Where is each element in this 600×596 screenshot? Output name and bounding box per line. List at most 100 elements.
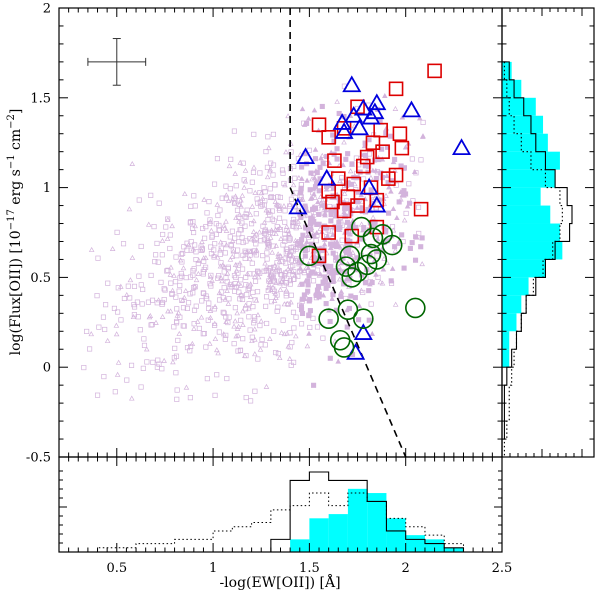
background-triangle [251,273,258,279]
y-tick-label: 1 [43,181,51,196]
background-square [233,274,239,281]
background-triangle [317,225,324,231]
background-square [244,292,250,298]
background-triangle [304,177,310,183]
background-triangle [226,163,233,169]
background-square [165,267,171,273]
background-square [183,275,189,281]
background-triangle [285,113,291,119]
background-square [202,235,208,241]
background-square [406,200,413,206]
green-circle-point [405,297,426,319]
background-square [388,280,395,286]
background-triangle [296,174,302,181]
background-square [262,189,268,195]
background-square [251,248,257,254]
background-triangle [194,318,201,324]
right-cyan-bar [502,205,551,224]
background-triangle [190,246,197,252]
background-triangle [313,230,320,236]
background-square [221,310,227,316]
background-triangle [161,357,167,363]
background-square [216,297,223,303]
background-square [270,172,276,178]
background-triangle [294,241,300,247]
background-square [383,130,389,136]
background-triangle [88,246,95,252]
background-square [264,250,270,256]
background-triangle [335,358,341,364]
background-triangle [303,289,310,295]
background-triangle [379,280,386,286]
background-triangle [295,245,302,251]
background-square [324,153,330,160]
bottom-histograms [59,471,483,552]
background-square [140,286,146,293]
background-square [124,377,130,383]
background-square [216,227,222,233]
background-triangle [285,343,292,349]
background-square [186,300,192,306]
background-triangle [382,92,388,99]
background-square [177,282,183,289]
background-triangle [358,192,364,198]
background-square [293,314,299,320]
background-square [270,131,277,137]
background-square [175,337,181,343]
background-triangle [330,231,336,237]
background-square [232,235,238,241]
blue-triangle-point [344,105,364,123]
background-square [328,212,334,218]
background-square [243,211,249,217]
background-triangle [284,300,291,306]
background-square [243,214,249,220]
background-square [237,296,243,302]
red-square-point [413,201,429,217]
background-triangle [321,241,328,247]
background-square [299,164,305,170]
background-square [243,250,249,256]
background-triangle [181,191,188,197]
background-triangle [232,262,239,268]
background-triangle [250,228,257,234]
background-triangle [309,176,315,182]
background-triangle [384,172,390,178]
background-square [174,306,180,312]
background-square [198,244,204,250]
right-panel-frame [501,7,595,458]
background-square [251,314,258,320]
background-square [168,280,174,286]
background-square [131,283,138,289]
background-square [257,199,263,205]
bottom-cyan-bar [367,493,387,552]
background-square [255,269,261,275]
background-square [222,336,228,342]
background-triangle [195,270,202,276]
background-triangle [229,253,236,259]
background-square [307,324,313,331]
background-triangle [283,268,289,274]
background-square [138,384,144,390]
background-square [328,270,334,276]
background-triangle [123,291,130,297]
background-triangle [311,107,318,113]
background-square [174,318,180,325]
background-triangle [183,384,190,390]
background-square [153,252,159,258]
background-triangle [244,270,251,276]
background-triangle [231,199,238,205]
background-square [228,156,234,162]
red-square-point [311,117,327,133]
background-square [247,327,253,333]
background-triangle [304,343,311,349]
background-square [288,263,294,270]
background-square [172,345,178,351]
background-square [264,164,270,170]
blue-triangle-point [342,75,362,93]
background-square [148,192,154,198]
background-square [276,203,282,209]
background-triangle [164,235,171,241]
error-bar-cross [87,38,147,86]
background-square [320,335,326,341]
background-square [148,322,154,328]
